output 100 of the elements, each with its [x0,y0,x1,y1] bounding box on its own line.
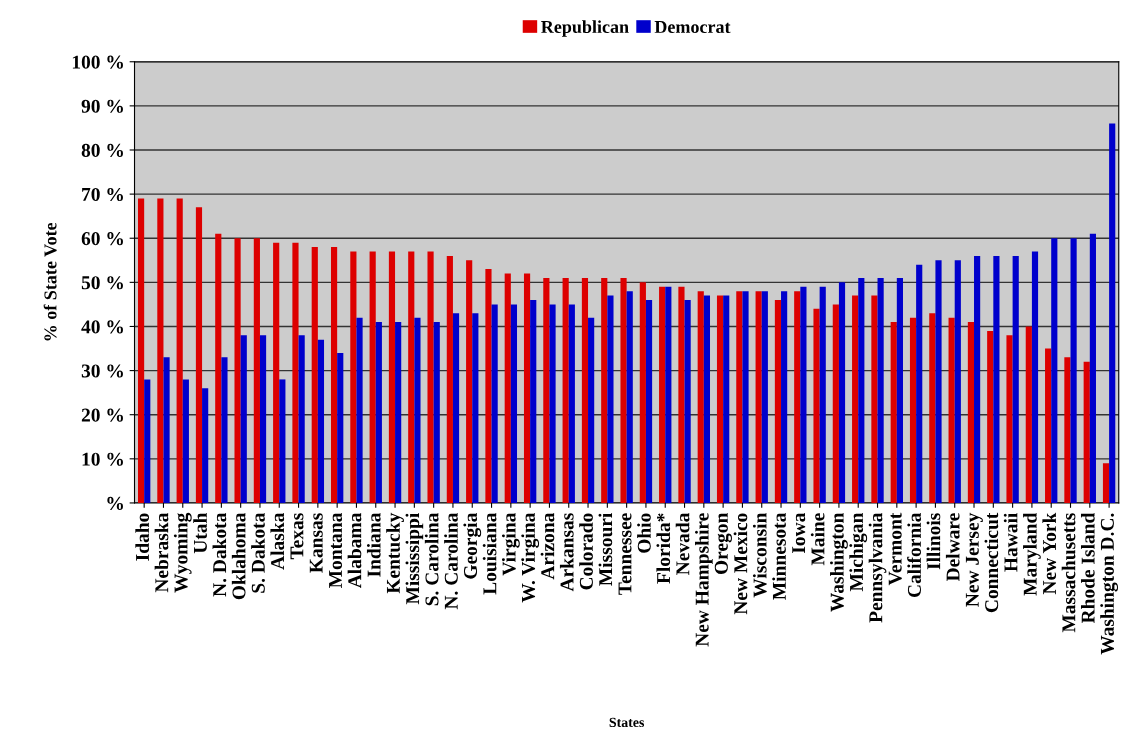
bar [916,264,923,503]
bar [794,291,801,503]
y-tick-label: 100 % [72,55,123,69]
x-tick-label: N. Carolina [444,512,458,610]
y-tick-label: 90 % [81,99,123,113]
bar [1025,326,1032,503]
bar [182,379,189,503]
bar [1070,238,1077,503]
bar [452,313,460,503]
bar [838,282,846,503]
bar [852,295,859,503]
bar [781,291,788,503]
bar [800,286,807,503]
x-tick-label: Hawaii [1003,512,1018,572]
bar [234,238,241,503]
bar [330,247,338,503]
bar [987,330,994,503]
bar [639,282,646,503]
x-tick-label: Washington D.C. [1100,513,1118,655]
bar [954,260,961,503]
x-tick-label: Ohio [637,513,651,553]
bar [446,255,453,503]
bar [408,251,415,503]
bar [1006,335,1013,503]
x-tick-label: Alaska [270,512,285,570]
bar [356,317,363,503]
bar [292,242,299,503]
x-tick-label: New Jersey [965,512,983,607]
bar [620,277,627,503]
x-tick-label: Florida* [656,513,671,584]
x-tick-label: Oregon [714,512,732,575]
bar [259,335,267,503]
x-tick-label: N. Dakota [212,512,227,597]
bar [588,317,595,503]
x-tick-label: Delware [945,513,960,582]
bar [909,317,917,503]
x-tick-label: W. Virgina [521,512,540,603]
bar [832,304,839,503]
x-tick-label: Louisiana [482,512,497,595]
bar [774,300,782,503]
x-tick-label: Georgia [463,512,482,579]
bar [645,300,653,503]
x-tick-label: Missouri [598,512,613,586]
bar [273,242,280,503]
bar [819,286,826,503]
x-tick-label: New Hampshire [695,513,713,647]
y-tick-label: 80 % [81,143,123,157]
bar [1045,348,1052,503]
bar [678,286,685,503]
x-tick-label: California [907,512,921,598]
bar [993,255,1000,503]
bar [543,277,550,503]
bar [317,339,325,503]
bar [1031,251,1039,503]
x-tick-label: Massachusetts [1061,513,1076,633]
x-tick-label: Oklahoma [231,512,246,600]
bar [523,273,531,503]
x-tick-label: New Mexico [733,513,748,615]
x-tick-label: S. Dakota [251,512,265,593]
bar [601,277,608,503]
x-tick-label: S. Carolina [424,512,439,606]
x-tick-label: Montana [329,512,343,588]
x-tick-label: Wisconsin [752,512,767,598]
bar [896,277,903,503]
bar [1051,238,1058,503]
bar [974,255,981,503]
bar [395,322,402,503]
x-tick-label: Iowa [792,512,806,554]
legend-label: Democrat [654,21,731,34]
bar [858,277,865,503]
bar [723,295,730,503]
y-tick-label: 50 % [81,276,123,290]
bar [935,260,942,503]
y-tick-label: 30 % [81,364,123,378]
x-tick-label: Alabama [347,512,362,589]
y-tick-label: 60 % [81,232,123,246]
x-tick-label: Arizona [540,512,555,580]
x-tick-label: New York [1042,512,1057,595]
bar [530,300,537,503]
bar [549,304,556,503]
bar [215,233,222,503]
y-tick-label: 10 % [82,452,123,466]
bar [626,291,633,503]
y-tick-label: 70 % [82,187,123,202]
legend-label: Republican [541,20,629,37]
x-tick-label: Arkansas [559,513,574,592]
x-tick-label: Kentucky [386,512,404,594]
bar [137,198,145,503]
bar [144,379,151,503]
bar [890,322,897,503]
x-tick-label: Kansas [309,513,323,573]
y-tick-label: % [107,496,123,510]
bar [684,300,691,503]
y-tick-label: 40 % [81,320,123,334]
bar [202,388,209,503]
bar [472,313,479,503]
x-tick-label: Mississippi [405,512,424,605]
bar [703,295,711,503]
bar [510,304,518,503]
x-tick-label: Texas [290,513,304,560]
